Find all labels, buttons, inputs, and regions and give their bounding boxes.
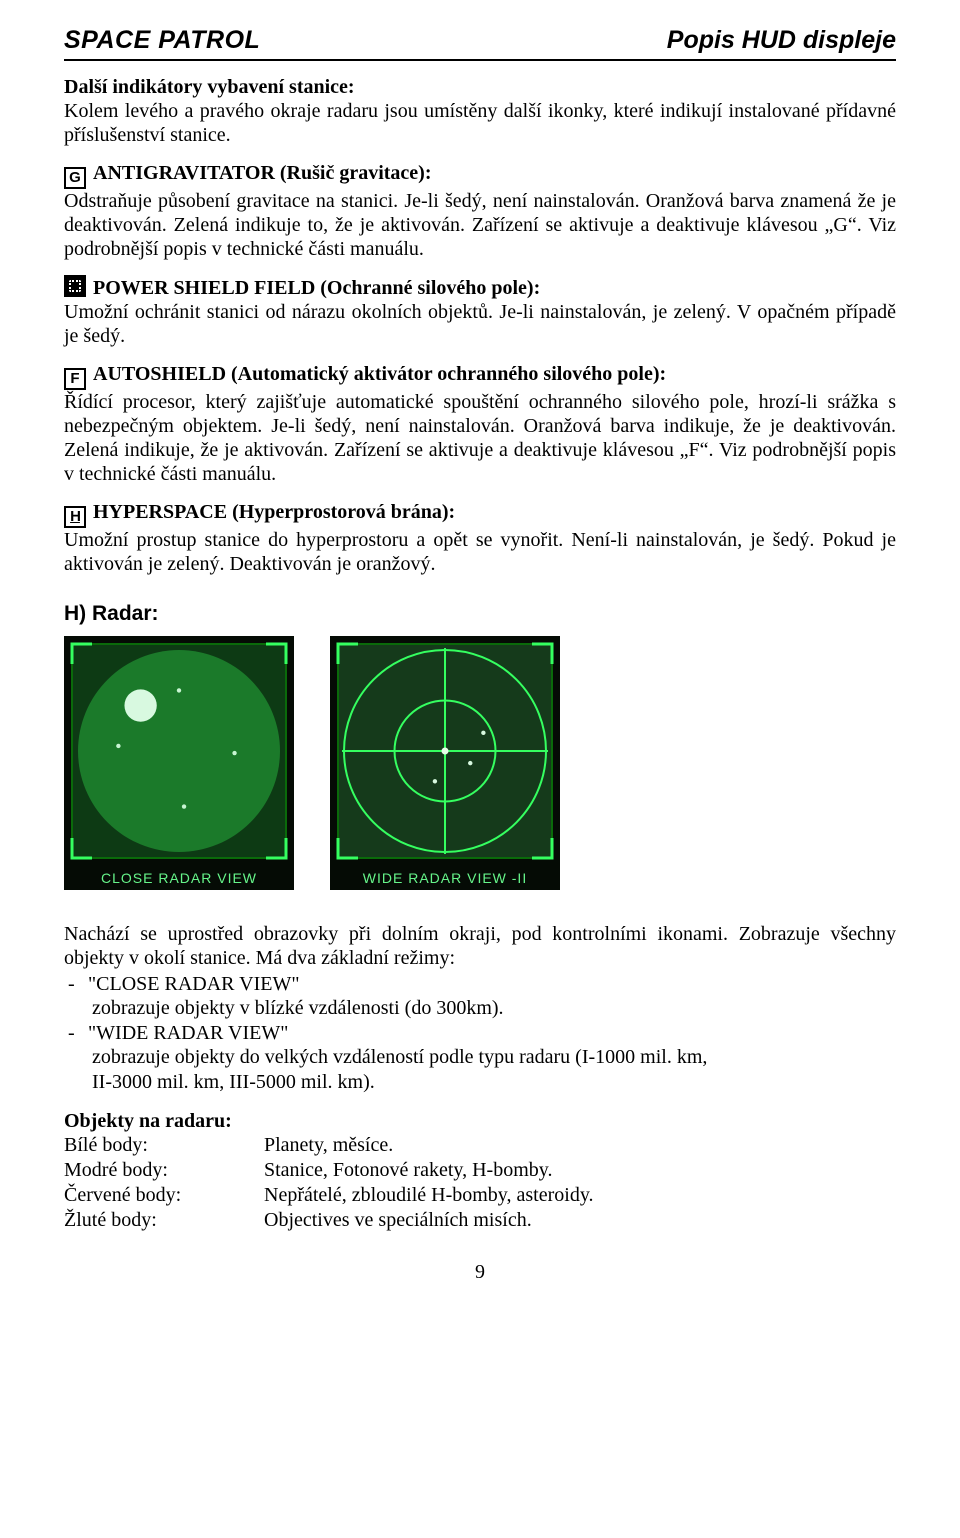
hyperspace-body: Umožní prostup stanice do hyperprostoru … bbox=[64, 529, 896, 575]
list-dash: - bbox=[64, 1021, 88, 1045]
page-header: SPACE PATROL Popis HUD displeje bbox=[64, 26, 896, 61]
svg-text:CLOSE RADAR VIEW: CLOSE RADAR VIEW bbox=[101, 870, 257, 886]
g-key-icon: G bbox=[64, 167, 86, 189]
section-antigravitator: G ANTIGRAVITATOR (Rušič gravitace): Odst… bbox=[64, 161, 896, 261]
radar-intro: Nachází se uprostřed obrazovky při dolní… bbox=[64, 922, 896, 970]
antigravitator-title: ANTIGRAVITATOR (Rušič gravitace): bbox=[93, 162, 432, 184]
section-indicators: Další indikátory vybavení stanice: Kolem… bbox=[64, 75, 896, 147]
power-shield-body: Umožní ochránit stanici od nárazu okolní… bbox=[64, 301, 896, 347]
radar-figures: CLOSE RADAR VIEW WIDE RADAR VIEW -II bbox=[64, 636, 896, 890]
header-right: Popis HUD displeje bbox=[667, 26, 896, 55]
table-row: Červené body:Nepřátelé, zbloudilé H-bomb… bbox=[64, 1183, 896, 1208]
mode-wide-desc-line1: zobrazuje objekty do velkých vzdáleností… bbox=[64, 1045, 896, 1069]
header-left: SPACE PATROL bbox=[64, 26, 260, 55]
table-row: Modré body:Stanice, Fotonové rakety, H-b… bbox=[64, 1158, 896, 1183]
table-key: Červené body: bbox=[64, 1183, 264, 1208]
section-indicators-body: Kolem levého a pravého okraje radaru jso… bbox=[64, 100, 896, 146]
svg-text:WIDE RADAR VIEW -II: WIDE RADAR VIEW -II bbox=[363, 870, 527, 886]
hyperspace-title: HYPERSPACE (Hyperprostorová brána): bbox=[93, 501, 455, 523]
section-power-shield: POWER SHIELD FIELD (Ochranné silového po… bbox=[64, 275, 896, 348]
section-autoshield: F AUTOSHIELD (Automatický aktivátor ochr… bbox=[64, 362, 896, 486]
mode-wide-name: "WIDE RADAR VIEW" bbox=[88, 1021, 288, 1045]
radar-objects-title: Objekty na radaru: bbox=[64, 1110, 896, 1133]
table-value: Objectives ve speciálních misích. bbox=[264, 1208, 532, 1233]
h-key-icon: H bbox=[64, 506, 86, 528]
list-dash: - bbox=[64, 972, 88, 996]
antigravitator-body: Odstraňuje působení gravitace na stanici… bbox=[64, 190, 896, 260]
radar-heading: H) Radar: bbox=[64, 602, 896, 626]
section-hyperspace: H HYPERSPACE (Hyperprostorová brána): Um… bbox=[64, 500, 896, 576]
table-row: Žluté body:Objectives ve speciálních mis… bbox=[64, 1208, 896, 1233]
mode-close-name: "CLOSE RADAR VIEW" bbox=[88, 972, 300, 996]
radar-modes-list: - "CLOSE RADAR VIEW" zobrazuje objekty v… bbox=[64, 972, 896, 1094]
page-number: 9 bbox=[64, 1261, 896, 1284]
f-key-icon: F bbox=[64, 368, 86, 390]
table-value: Nepřátelé, zbloudilé H-bomby, asteroidy. bbox=[264, 1183, 594, 1208]
radar-close-figure: CLOSE RADAR VIEW bbox=[64, 636, 294, 890]
table-value: Stanice, Fotonové rakety, H-bomby. bbox=[264, 1158, 552, 1183]
mode-wide-desc-line2: II-3000 mil. km, III-5000 mil. km). bbox=[64, 1070, 896, 1094]
table-key: Modré body: bbox=[64, 1158, 264, 1183]
power-shield-title: POWER SHIELD FIELD (Ochranné silového po… bbox=[93, 277, 540, 299]
mode-close-desc: zobrazuje objekty v blízké vzdálenosti (… bbox=[64, 996, 896, 1020]
radar-objects-table: Bílé body:Planety, měsíce.Modré body:Sta… bbox=[64, 1133, 896, 1233]
table-key: Žluté body: bbox=[64, 1208, 264, 1233]
table-value: Planety, měsíce. bbox=[264, 1133, 393, 1158]
table-key: Bílé body: bbox=[64, 1133, 264, 1158]
shield-icon bbox=[64, 275, 86, 297]
table-row: Bílé body:Planety, měsíce. bbox=[64, 1133, 896, 1158]
autoshield-title: AUTOSHIELD (Automatický aktivátor ochran… bbox=[93, 363, 666, 385]
section-indicators-title: Další indikátory vybavení stanice: bbox=[64, 76, 355, 98]
radar-wide-figure: WIDE RADAR VIEW -II bbox=[330, 636, 560, 890]
autoshield-body: Řídící procesor, který zajišťuje automat… bbox=[64, 391, 896, 485]
